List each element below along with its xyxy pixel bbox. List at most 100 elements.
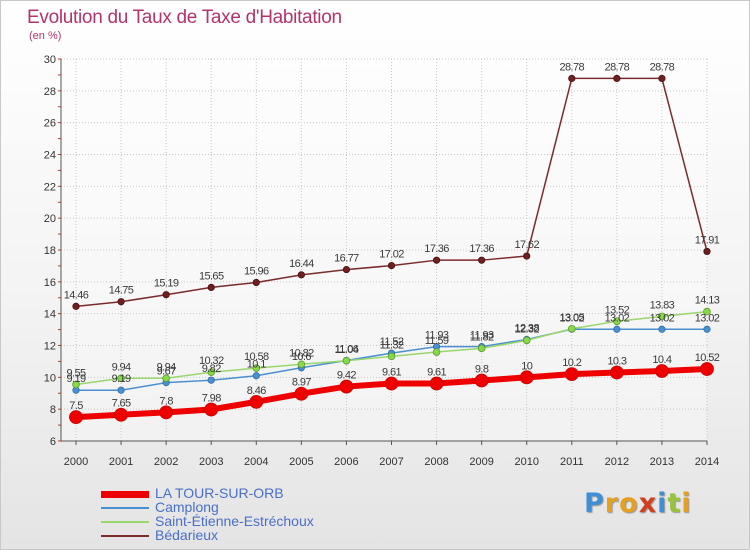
data-label: 10.1 [247, 359, 266, 371]
logo-letter: r [604, 488, 620, 519]
data-point [613, 317, 621, 326]
data-point [72, 380, 80, 389]
x-tick-label: 2009 [469, 456, 493, 468]
data-label: 13.83 [650, 299, 675, 311]
data-point [297, 271, 305, 279]
data-label: 13.02 [605, 312, 630, 324]
data-point [342, 265, 351, 274]
logo-letter: x [638, 488, 658, 519]
data-label: 28.78 [650, 61, 675, 73]
logo-letter: i [657, 488, 668, 519]
data-point [432, 256, 441, 264]
data-label: 11.93 [470, 330, 494, 342]
data-label: 7.5 [69, 400, 83, 412]
data-label: 14.46 [64, 289, 89, 301]
data-label: 9.61 [382, 367, 401, 379]
data-label: 9.19 [66, 373, 85, 385]
legend-swatch [101, 490, 149, 498]
data-label: 7.65 [112, 398, 131, 410]
data-label: 7.8 [159, 395, 173, 407]
data-label: 17.36 [469, 243, 494, 255]
data-label: 17.62 [514, 239, 539, 251]
y-tick-label: 28 [44, 86, 56, 98]
data-label: 11.52 [380, 336, 404, 348]
data-point [655, 364, 669, 378]
y-tick-label: 6 [50, 436, 56, 448]
data-label: 10.4 [652, 354, 671, 366]
data-label: 13.02 [650, 312, 675, 324]
data-label: 14.13 [695, 295, 720, 307]
data-label: 10.6 [292, 351, 311, 363]
data-label: 13.52 [605, 304, 630, 316]
data-point [384, 376, 399, 391]
data-label: 12.32 [514, 323, 539, 335]
data-label: 10.82 [289, 347, 314, 359]
legend-label: LA TOUR-SUR-ORB [155, 485, 284, 501]
data-label: 28.78 [605, 61, 630, 73]
data-point [568, 74, 576, 83]
data-point [387, 261, 396, 270]
data-label: 10.52 [695, 352, 720, 364]
data-label: 9.67 [157, 366, 176, 378]
data-point [478, 256, 486, 264]
data-point [252, 372, 260, 380]
y-tick-label: 24 [44, 150, 56, 162]
data-point [252, 278, 260, 287]
data-point [522, 336, 531, 345]
x-tick-label: 2007 [379, 456, 403, 468]
data-point [658, 74, 666, 83]
data-point [477, 344, 486, 353]
data-label: 10.2 [562, 357, 581, 369]
data-point [613, 325, 621, 333]
data-label: 14.75 [109, 285, 134, 297]
x-tick-label: 2001 [109, 456, 133, 468]
data-label: 9.55 [66, 367, 85, 379]
data-point [114, 407, 128, 422]
data-point [658, 312, 666, 321]
data-label: 11.32 [380, 339, 404, 351]
data-point [117, 386, 125, 394]
y-tick-label: 10 [44, 372, 56, 384]
data-point [564, 367, 579, 382]
data-label: 12.38 [514, 322, 539, 334]
data-point [474, 373, 489, 388]
legend-swatch [101, 507, 149, 509]
data-point [294, 386, 309, 401]
x-tick-label: 2013 [650, 456, 674, 468]
y-tick-label: 12 [44, 341, 56, 353]
data-point [387, 352, 396, 361]
x-tick-label: 2006 [334, 456, 358, 468]
data-point [207, 283, 215, 292]
data-point [658, 325, 666, 333]
data-label: 15.96 [244, 265, 269, 277]
x-tick-label: 2014 [695, 456, 719, 468]
data-point [523, 252, 531, 260]
x-tick-label: 2003 [199, 456, 223, 468]
data-label: 11.82 [470, 331, 494, 343]
data-point [249, 394, 264, 409]
data-point [703, 307, 711, 316]
data-label: 10 [521, 360, 533, 372]
data-label: 9.82 [202, 363, 221, 375]
data-label: 17.02 [379, 249, 404, 261]
data-point [700, 362, 714, 376]
x-tick-label: 2008 [424, 456, 448, 468]
data-point [159, 405, 174, 420]
data-label: 11.59 [425, 335, 449, 347]
data-label: 9.61 [427, 367, 446, 379]
data-point [117, 374, 125, 383]
data-label: 13.05 [560, 312, 585, 324]
y-tick-label: 26 [44, 118, 56, 130]
data-label: 15.65 [199, 270, 224, 282]
data-label: 10.3 [607, 356, 626, 368]
data-point [162, 374, 170, 383]
data-point [207, 376, 215, 384]
logo-letter: t [667, 488, 682, 519]
data-point [297, 360, 306, 369]
data-point [519, 370, 534, 385]
data-point [207, 368, 216, 377]
data-point [339, 379, 354, 394]
data-point [432, 348, 441, 356]
